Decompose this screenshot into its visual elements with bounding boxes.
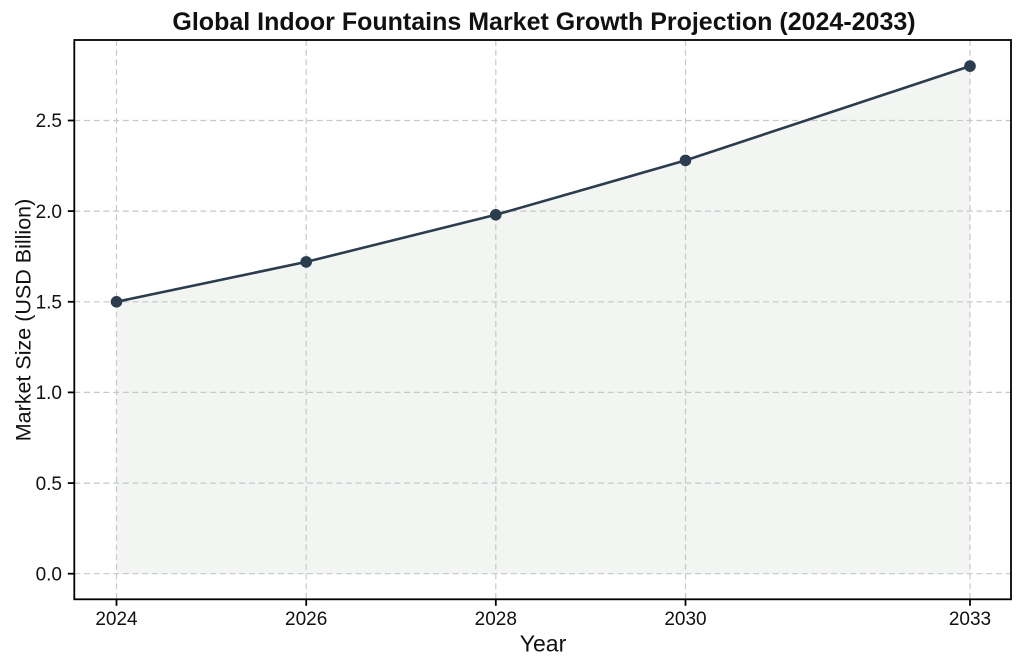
svg-text:Market Size (USD Billion): Market Size (USD Billion) — [11, 199, 35, 442]
svg-text:Global Indoor Fountains Market: Global Indoor Fountains Market Growth Pr… — [172, 8, 915, 36]
svg-text:2.5: 2.5 — [36, 111, 62, 132]
svg-text:0.5: 0.5 — [36, 474, 62, 495]
svg-text:0.0: 0.0 — [36, 564, 62, 585]
svg-text:2026: 2026 — [285, 609, 327, 630]
svg-text:2.0: 2.0 — [36, 202, 62, 223]
svg-text:2024: 2024 — [95, 609, 138, 630]
svg-text:1.0: 1.0 — [36, 383, 62, 404]
svg-text:2028: 2028 — [475, 609, 517, 630]
svg-text:Year: Year — [520, 631, 567, 657]
svg-text:2033: 2033 — [949, 609, 991, 630]
svg-text:2030: 2030 — [664, 609, 706, 630]
svg-text:1.5: 1.5 — [36, 293, 62, 314]
